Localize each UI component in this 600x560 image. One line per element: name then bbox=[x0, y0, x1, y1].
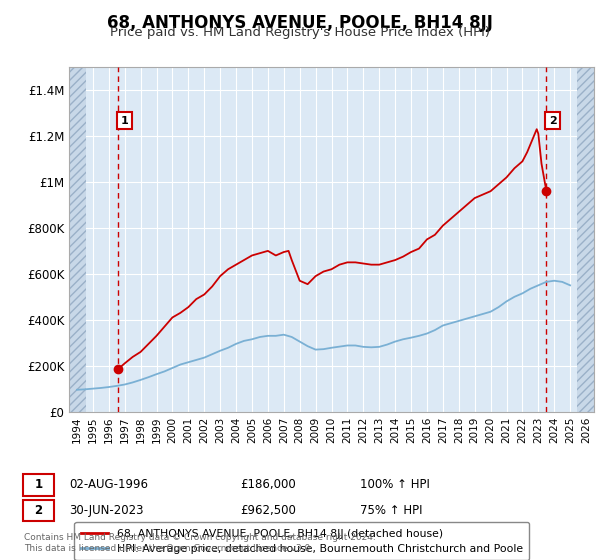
Bar bbox=[577, 67, 594, 412]
Text: 75% ↑ HPI: 75% ↑ HPI bbox=[360, 503, 422, 517]
Text: 2: 2 bbox=[548, 115, 556, 125]
Text: £962,500: £962,500 bbox=[240, 503, 296, 517]
Text: 30-JUN-2023: 30-JUN-2023 bbox=[69, 503, 143, 517]
Text: 68, ANTHONYS AVENUE, POOLE, BH14 8JJ: 68, ANTHONYS AVENUE, POOLE, BH14 8JJ bbox=[107, 14, 493, 32]
Text: 100% ↑ HPI: 100% ↑ HPI bbox=[360, 478, 430, 492]
Text: 1: 1 bbox=[121, 115, 128, 125]
Text: 02-AUG-1996: 02-AUG-1996 bbox=[69, 478, 148, 492]
Text: £186,000: £186,000 bbox=[240, 478, 296, 492]
Legend: 68, ANTHONYS AVENUE, POOLE, BH14 8JJ (detached house), HPI: Average price, detac: 68, ANTHONYS AVENUE, POOLE, BH14 8JJ (de… bbox=[74, 522, 529, 560]
Text: Contains HM Land Registry data © Crown copyright and database right 2024.
This d: Contains HM Land Registry data © Crown c… bbox=[24, 533, 376, 553]
Text: 2: 2 bbox=[34, 503, 43, 517]
Bar bbox=[69, 67, 86, 412]
Text: 1: 1 bbox=[34, 478, 43, 492]
Text: Price paid vs. HM Land Registry's House Price Index (HPI): Price paid vs. HM Land Registry's House … bbox=[110, 26, 490, 39]
